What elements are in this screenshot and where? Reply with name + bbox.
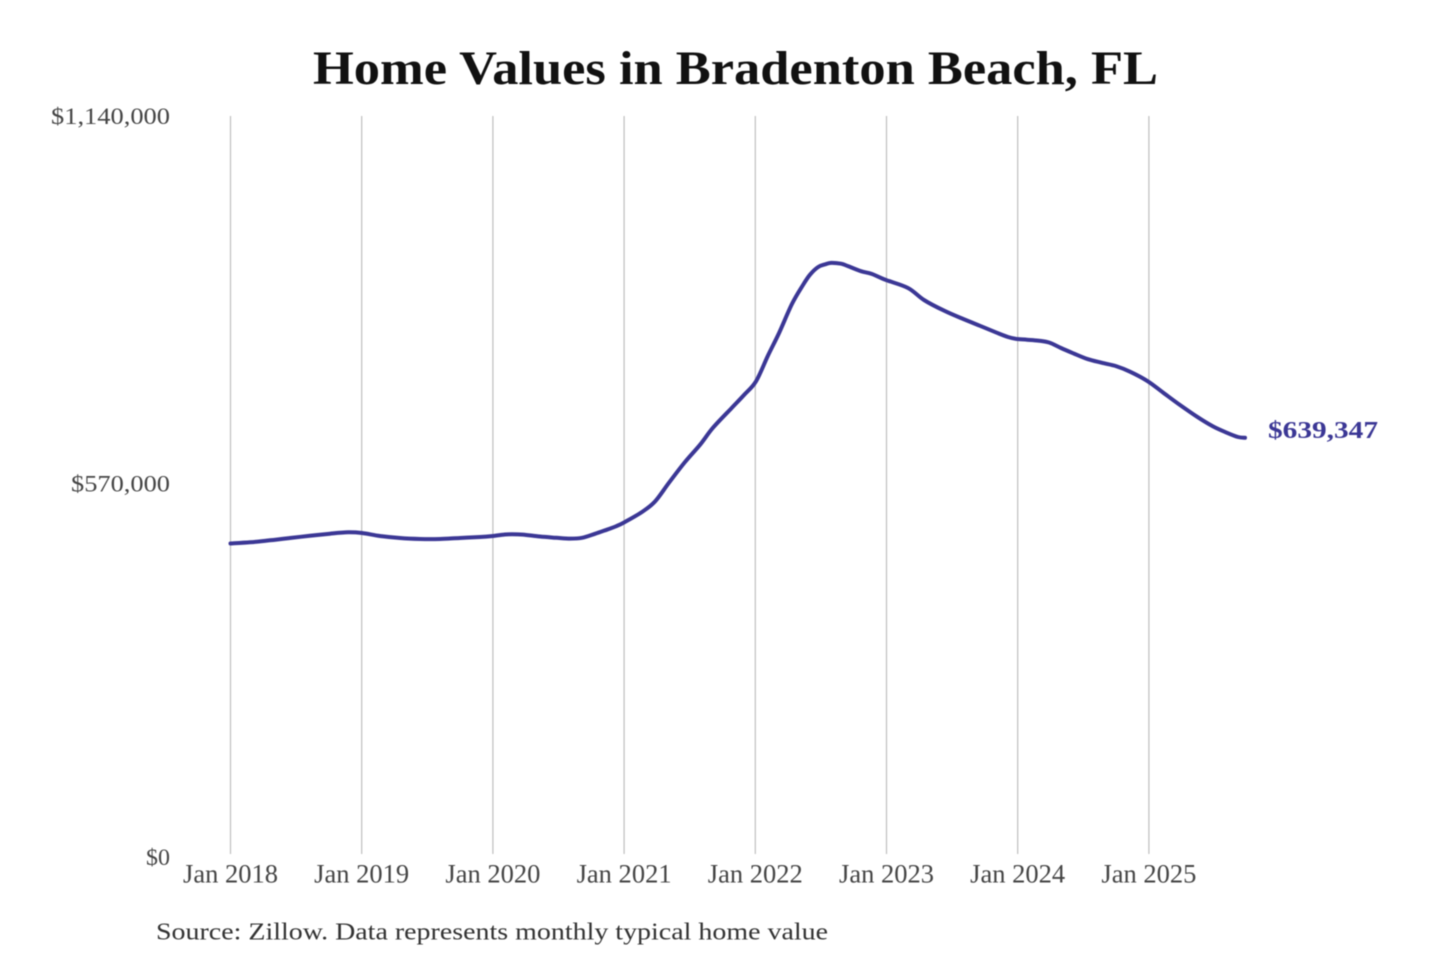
svg-text:Jan 2022: Jan 2022 bbox=[708, 860, 803, 889]
svg-text:Jan 2025: Jan 2025 bbox=[1101, 860, 1196, 889]
svg-text:$1,140,000: $1,140,000 bbox=[51, 104, 170, 129]
svg-text:Jan 2023: Jan 2023 bbox=[839, 860, 934, 889]
svg-text:$639,347: $639,347 bbox=[1268, 418, 1378, 444]
svg-text:Jan 2018: Jan 2018 bbox=[183, 860, 278, 889]
svg-text:$570,000: $570,000 bbox=[71, 472, 170, 497]
svg-text:Jan 2019: Jan 2019 bbox=[314, 860, 409, 889]
svg-text:Jan 2021: Jan 2021 bbox=[577, 860, 672, 889]
svg-text:Jan 2024: Jan 2024 bbox=[970, 860, 1065, 889]
svg-text:$0: $0 bbox=[146, 845, 170, 870]
svg-text:Home Values in Bradenton Beach: Home Values in Bradenton Beach, FL bbox=[313, 42, 1158, 95]
svg-text:Source: Zillow. Data represent: Source: Zillow. Data represents monthly … bbox=[156, 920, 828, 946]
svg-text:Jan 2020: Jan 2020 bbox=[445, 860, 540, 889]
